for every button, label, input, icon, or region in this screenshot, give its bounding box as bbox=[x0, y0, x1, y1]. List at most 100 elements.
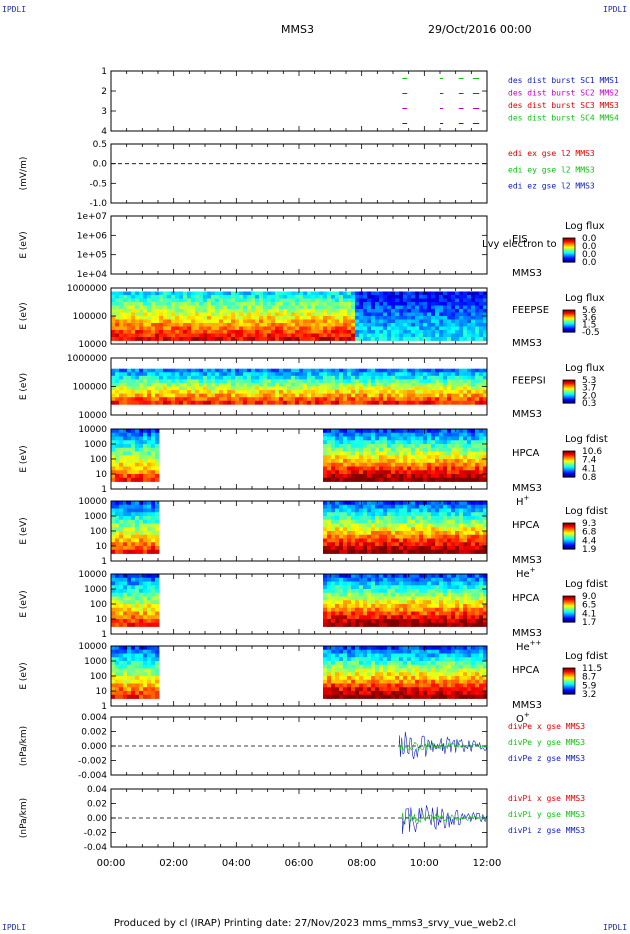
spectrogram-cell bbox=[435, 323, 440, 327]
spectrogram-cell bbox=[143, 326, 148, 331]
spectrogram-cell bbox=[139, 319, 144, 324]
spectrogram-cell bbox=[223, 316, 228, 320]
spectrogram-cell bbox=[227, 400, 232, 405]
spectrogram-cell bbox=[363, 390, 368, 395]
spectrogram-cell bbox=[379, 397, 384, 402]
spectrogram-cell bbox=[395, 372, 400, 377]
spectrogram-cell bbox=[355, 611, 360, 616]
spectrogram-cell bbox=[371, 470, 376, 475]
spectrogram-cell bbox=[203, 393, 208, 398]
spectrogram-cell bbox=[355, 323, 360, 327]
spectrogram-cell bbox=[123, 432, 128, 437]
spectrogram-cell bbox=[111, 607, 116, 612]
spectrogram-cell bbox=[355, 542, 360, 547]
spectrogram-cell bbox=[475, 440, 480, 445]
spectrogram-cell bbox=[111, 451, 116, 456]
spectrogram-cell bbox=[435, 619, 440, 624]
spectrogram-cell bbox=[391, 531, 396, 536]
spectrogram-cell bbox=[415, 546, 420, 551]
spectrogram-cell bbox=[351, 508, 356, 513]
spectrogram-cell bbox=[403, 519, 408, 524]
spectrogram-cell bbox=[483, 474, 488, 479]
spectrogram-cell bbox=[475, 462, 480, 467]
spectrogram-cell bbox=[459, 470, 464, 475]
spectrogram-cell bbox=[343, 512, 348, 517]
spectrogram-cell bbox=[251, 330, 256, 334]
spectrogram-cell bbox=[167, 386, 172, 391]
spectrogram-cell bbox=[399, 386, 404, 391]
colorbar-swatch bbox=[563, 474, 575, 477]
spectrogram-cell bbox=[439, 451, 444, 456]
spectrogram-cell bbox=[355, 295, 360, 299]
spectrogram-cell bbox=[467, 436, 472, 441]
spectrogram-cell bbox=[179, 386, 184, 391]
spectrogram-cell bbox=[331, 393, 336, 398]
spectrogram-cell bbox=[411, 375, 416, 380]
spectrogram-cell bbox=[151, 600, 156, 605]
spectrogram-cell bbox=[439, 527, 444, 532]
spectrogram-cell bbox=[259, 379, 264, 384]
spectrogram-cell bbox=[275, 397, 280, 402]
spectrogram-cell bbox=[183, 291, 188, 296]
colorbar-swatch bbox=[563, 382, 575, 385]
spectrogram-cell bbox=[295, 305, 300, 310]
spectrogram-cell bbox=[111, 534, 116, 539]
spectrogram-cell bbox=[279, 382, 284, 387]
spectrogram-cell bbox=[379, 298, 384, 303]
spectrogram-cell bbox=[455, 504, 460, 509]
spectrogram-cell bbox=[295, 312, 300, 317]
spectrogram-cell bbox=[483, 512, 488, 517]
colorbar-swatch bbox=[563, 254, 575, 256]
spectrogram-cell bbox=[119, 619, 124, 624]
spectrogram-cell bbox=[331, 596, 336, 601]
spectrogram-cell bbox=[151, 615, 156, 620]
spectrogram-cell bbox=[275, 305, 280, 310]
spectrogram-cell bbox=[387, 316, 392, 320]
spectrogram-cell bbox=[479, 379, 484, 384]
spectrogram-cell bbox=[323, 589, 328, 594]
spectrogram-cell bbox=[387, 444, 392, 449]
spectrogram-cell bbox=[119, 440, 124, 445]
spectrogram-cell bbox=[275, 379, 280, 384]
spectrogram-cell bbox=[147, 305, 152, 310]
spectrogram-cell bbox=[183, 337, 188, 341]
spectrogram-cell bbox=[303, 295, 308, 299]
colorbar-swatch bbox=[563, 471, 575, 474]
spectrogram-cell bbox=[135, 400, 140, 405]
spectrogram-cell bbox=[411, 368, 416, 373]
spectrogram-cell bbox=[463, 436, 468, 441]
spectrogram-cell bbox=[355, 432, 360, 437]
spectrogram-cell bbox=[331, 432, 336, 437]
spectrogram-cell bbox=[467, 372, 472, 377]
spectrogram-cell bbox=[475, 455, 480, 460]
spectrogram-cell bbox=[395, 611, 400, 616]
spectrogram-cell bbox=[127, 592, 132, 597]
spectrogram-cell bbox=[423, 397, 428, 402]
spectrogram-cell bbox=[155, 436, 160, 441]
spectrogram-cell bbox=[119, 326, 124, 331]
spectrogram-cell bbox=[147, 455, 152, 460]
spectrogram-cell bbox=[259, 323, 264, 327]
spectrogram-cell bbox=[435, 298, 440, 303]
spectrogram-cell bbox=[411, 390, 416, 395]
spectrogram-cell bbox=[335, 400, 340, 405]
spectrogram-cell bbox=[147, 330, 152, 334]
spectrogram-cell bbox=[379, 542, 384, 547]
spectrogram-cell bbox=[471, 375, 476, 380]
spectrogram-cell bbox=[211, 368, 216, 373]
spectrogram-cell bbox=[335, 459, 340, 464]
spectrogram-cell bbox=[227, 333, 232, 338]
spectrogram-cell bbox=[399, 333, 404, 338]
spectrogram-cell bbox=[363, 429, 368, 434]
spectrogram-cell bbox=[147, 516, 152, 521]
spectrogram-cell bbox=[403, 382, 408, 387]
spectrogram-cell bbox=[459, 501, 464, 506]
spectrogram-cell bbox=[311, 337, 316, 341]
colorbar-swatch bbox=[563, 469, 575, 472]
spectrogram-cell bbox=[303, 319, 308, 324]
spectrogram-cell bbox=[319, 316, 324, 320]
spectrogram-cell bbox=[311, 333, 316, 338]
spectrogram-cell bbox=[451, 527, 456, 532]
spectrogram-cell bbox=[415, 589, 420, 594]
spectrogram-cell bbox=[299, 390, 304, 395]
